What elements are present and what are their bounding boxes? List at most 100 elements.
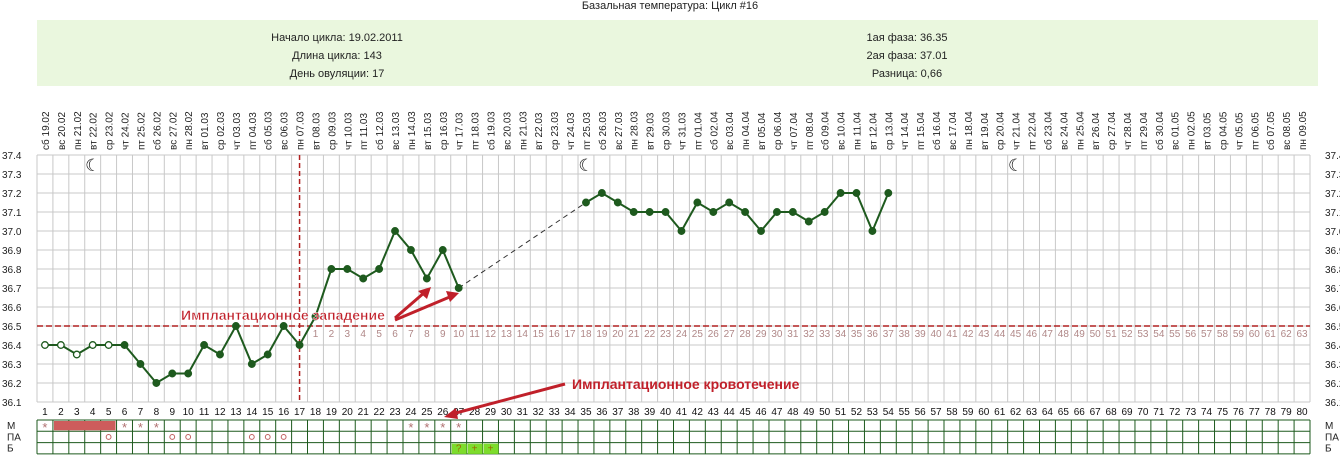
- date-label: сб 26.03: [597, 111, 609, 150]
- day-number: 59: [962, 407, 974, 418]
- post-ovulation-day: 42: [962, 329, 974, 340]
- day-number: 25: [421, 407, 433, 418]
- date-label: пт 01.04: [693, 112, 704, 150]
- date-label: вт 22.02: [89, 112, 100, 150]
- date-label: сб 30.04: [1154, 111, 1166, 150]
- post-ovulation-day: 8: [424, 329, 430, 340]
- day-number: 55: [899, 407, 911, 418]
- date-label: вс 24.04: [1059, 112, 1070, 150]
- day-number: 17: [294, 407, 306, 418]
- annotation-arrow: [451, 382, 566, 416]
- date-label: пт 11.03: [359, 113, 370, 150]
- b-cell: [451, 443, 467, 454]
- date-label: пт 06.05: [1250, 112, 1261, 150]
- post-ovulation-day: 23: [660, 329, 672, 340]
- post-ovulation-day: 27: [724, 329, 736, 340]
- date-label: чт 03.03: [232, 112, 243, 150]
- pa-circle: [280, 434, 287, 440]
- post-ovulation-day: 39: [915, 329, 927, 340]
- post-ovulation-day: 59: [1233, 329, 1245, 340]
- data-point: [263, 350, 272, 359]
- cycle-start: Начало цикла: 19.02.2011: [271, 32, 403, 44]
- post-ovulation-day: 32: [803, 329, 815, 340]
- day-number: 19: [326, 407, 338, 418]
- date-label: вт 15.03: [423, 112, 434, 150]
- date-label: пт 22.04: [1028, 112, 1039, 150]
- post-ovulation-day: 63: [1296, 329, 1308, 340]
- day-number: 69: [1121, 407, 1133, 418]
- y-tick-label: 36.3: [2, 360, 22, 371]
- day-number: 40: [660, 407, 672, 418]
- post-ovulation-day: 12: [485, 329, 497, 340]
- data-point: [868, 227, 877, 235]
- pa-circle: [185, 434, 192, 440]
- date-label: вс 13.03: [391, 112, 402, 150]
- post-ovulation-day: 53: [1137, 329, 1149, 340]
- m-star: *: [440, 420, 445, 435]
- post-ovulation-day: 5: [376, 329, 382, 340]
- moon-icon: ☾: [1008, 156, 1023, 175]
- data-point: [406, 246, 415, 254]
- date-label: пт 18.03: [471, 112, 482, 150]
- data-point: [184, 369, 193, 378]
- annotation-arrowhead: [418, 287, 431, 299]
- day-number: 47: [771, 407, 783, 418]
- date-label: пн 04.04: [741, 111, 752, 150]
- date-label: вт 19.04: [980, 112, 991, 150]
- b-mark: ?: [456, 444, 462, 455]
- date-label: чт 07.04: [789, 112, 800, 150]
- day-number: 37: [612, 407, 624, 418]
- day-number: 12: [214, 407, 226, 418]
- day-number: 71: [1153, 407, 1165, 418]
- pa-circle: [264, 434, 271, 440]
- day-number: 39: [644, 407, 656, 418]
- post-ovulation-day: 30: [771, 329, 783, 340]
- menstruation-bar: [53, 421, 116, 431]
- day-number: 22: [374, 407, 386, 418]
- data-point: [88, 341, 97, 349]
- date-label: вт 22.03: [534, 112, 545, 150]
- day-number: 35: [580, 407, 592, 418]
- post-ovulation-day: 38: [899, 329, 911, 340]
- date-label: чт 24.03: [566, 112, 577, 150]
- post-ovulation-day: 47: [1042, 329, 1054, 340]
- data-point: [788, 208, 797, 216]
- y-tick-label: 37.4: [2, 151, 22, 162]
- data-point: [836, 189, 845, 197]
- data-point: [311, 312, 320, 321]
- y-tick-label-right: 36.6: [1325, 303, 1340, 314]
- y-tick-label-right: 36.7: [1325, 284, 1340, 295]
- day-number: 38: [628, 407, 640, 418]
- date-label: пт 08.04: [805, 112, 816, 150]
- day-number: 70: [1137, 407, 1149, 418]
- annotation-implantation-bleeding: Имплантационное кровотечение: [572, 376, 800, 392]
- post-ovulation-day: 51: [1106, 329, 1118, 340]
- data-point: [613, 198, 622, 207]
- y-tick-label: 36.7: [2, 284, 22, 295]
- data-point: [327, 265, 336, 273]
- date-label: вс 20.02: [57, 112, 68, 150]
- date-label: чт 14.04: [900, 112, 911, 150]
- data-point: [693, 198, 702, 207]
- post-ovulation-day: 46: [1026, 329, 1038, 340]
- date-label: сб 12.03: [374, 111, 386, 150]
- date-label: сб 19.02: [40, 111, 52, 150]
- y-tick-label-right: 36.2: [1325, 379, 1340, 390]
- data-point: [200, 341, 209, 349]
- date-label: пн 14.03: [407, 111, 418, 150]
- date-label: вс 27.03: [614, 112, 625, 150]
- date-label: пт 15.04: [916, 112, 927, 150]
- date-label: пн 28.03: [630, 111, 641, 150]
- day-number: 66: [1074, 407, 1086, 418]
- data-point: [820, 208, 829, 216]
- data-point: [804, 217, 813, 226]
- post-ovulation-day: 55: [1169, 329, 1181, 340]
- post-ovulation-day: 20: [612, 329, 624, 340]
- b-mark: +: [488, 444, 494, 455]
- day-number: 51: [835, 407, 847, 418]
- post-ovulation-day: 31: [787, 329, 799, 340]
- day-number: 76: [1233, 407, 1245, 418]
- date-label: вс 27.02: [168, 112, 179, 150]
- y-tick-label: 36.5: [2, 322, 22, 333]
- date-label: вс 01.05: [1171, 112, 1182, 150]
